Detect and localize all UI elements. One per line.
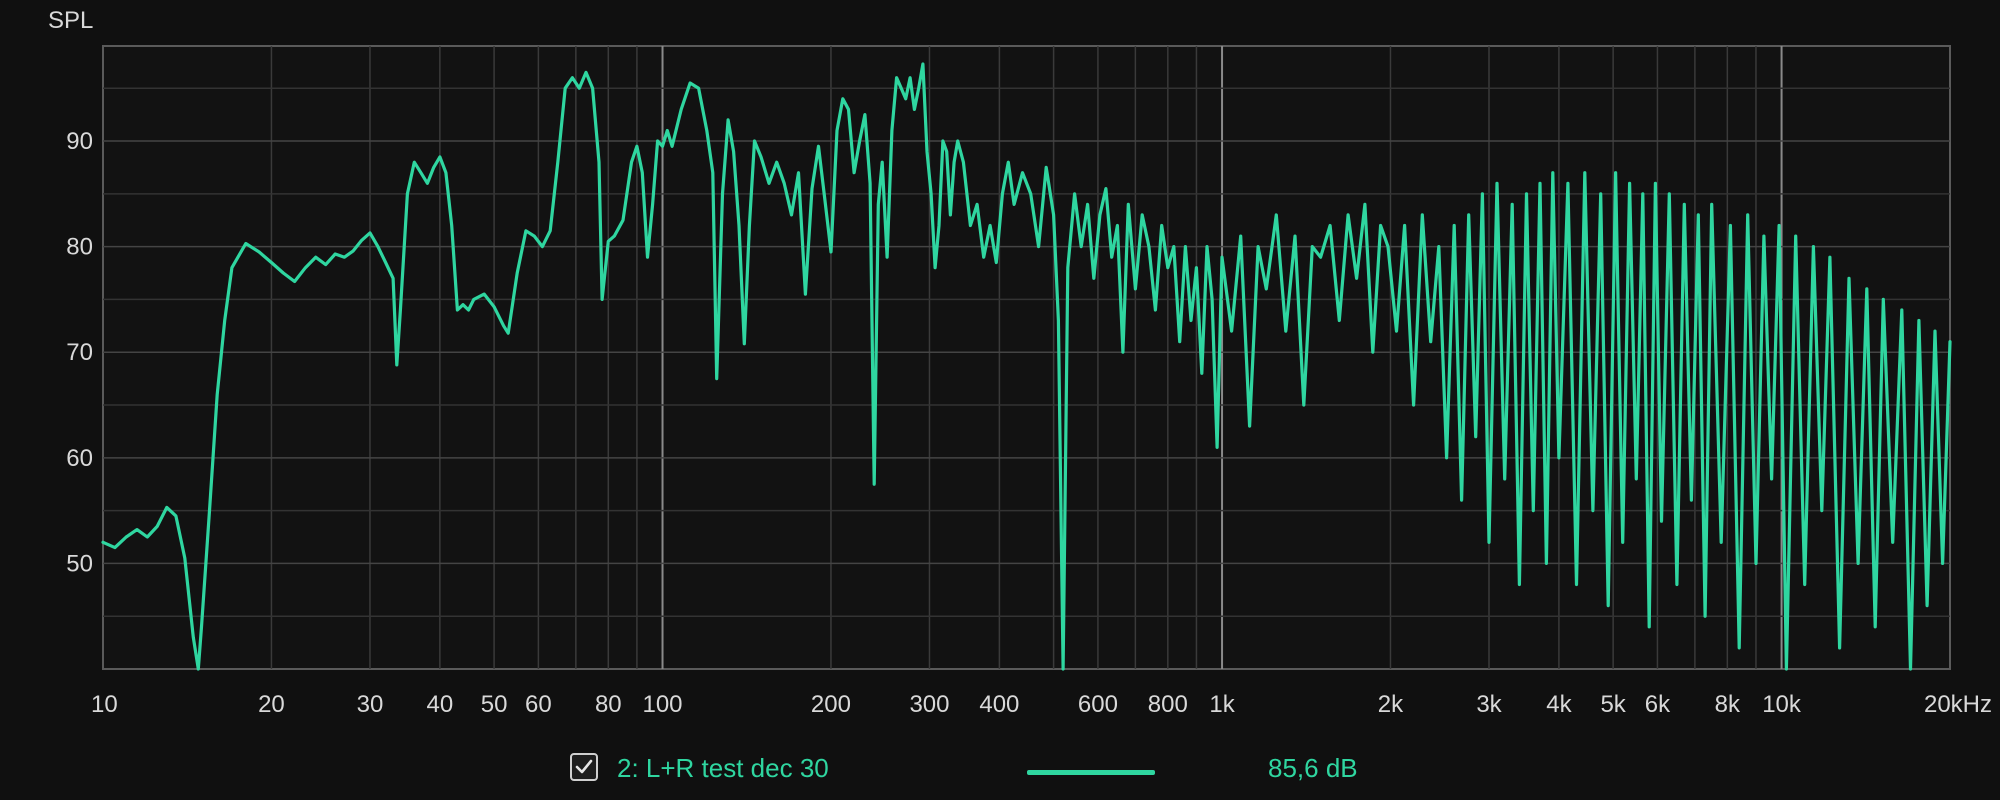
- y-tick-label: 60: [66, 445, 93, 472]
- plot-area: [102, 45, 1951, 670]
- x-tick-label: 2k: [1378, 691, 1404, 718]
- x-tick-label: 300: [909, 691, 949, 718]
- y-tick-label: 70: [66, 339, 93, 366]
- x-tick-label: 8k: [1715, 691, 1741, 718]
- x-tick-label: 5k: [1600, 691, 1626, 718]
- grid-lines: [103, 46, 1950, 669]
- legend: 2: L+R test dec 30 85,6 dB: [0, 745, 2000, 795]
- x-tick-label: 400: [979, 691, 1019, 718]
- x-tick-label: 3k: [1476, 691, 1502, 718]
- x-tick-label: 40: [427, 691, 454, 718]
- x-tick-label: 800: [1148, 691, 1188, 718]
- y-axis-title: SPL: [48, 7, 93, 34]
- y-tick-label: 80: [66, 234, 93, 261]
- x-tick-label: 60: [525, 691, 552, 718]
- legend-series-name[interactable]: 2: L+R test dec 30: [617, 753, 829, 783]
- y-tick-label: 90: [66, 128, 93, 155]
- x-tick-label: 1k: [1209, 691, 1235, 718]
- x-tick-label: 50: [481, 691, 508, 718]
- x-tick-label: 30: [357, 691, 384, 718]
- x-tick-label: 200: [811, 691, 851, 718]
- x-tick-label: 10k: [1762, 691, 1802, 718]
- x-tick-label: 10: [91, 691, 118, 718]
- series-group: [101, 62, 1952, 671]
- x-tick-label: 20kHz: [1924, 691, 1992, 718]
- x-tick-label: 600: [1078, 691, 1118, 718]
- x-tick-label: 20: [258, 691, 285, 718]
- checkmark-icon: [575, 759, 593, 774]
- x-tick-labels: 10 20 30 40 50 60 80 100 200 300 400 600 800 1k 2k 3k 4k…: [91, 691, 1992, 718]
- x-tick-label: 4k: [1546, 691, 1572, 718]
- legend-series-value: 85,6 dB: [1268, 753, 1358, 783]
- series-visibility-checkbox[interactable]: [570, 753, 598, 781]
- x-tick-label: 6k: [1645, 691, 1671, 718]
- series-line: [101, 62, 1952, 671]
- x-tick-label: 100: [642, 691, 682, 718]
- y-tick-labels: 50 60 70 80 90: [66, 128, 93, 577]
- x-tick-label: 80: [595, 691, 622, 718]
- y-tick-label: 50: [66, 550, 93, 577]
- frequency-response-chart: SPL 50 60 70 80 90 10 20 30 40 50 60 80 100 200 300 40…: [48, 7, 1992, 718]
- legend-series-swatch: [1027, 770, 1155, 775]
